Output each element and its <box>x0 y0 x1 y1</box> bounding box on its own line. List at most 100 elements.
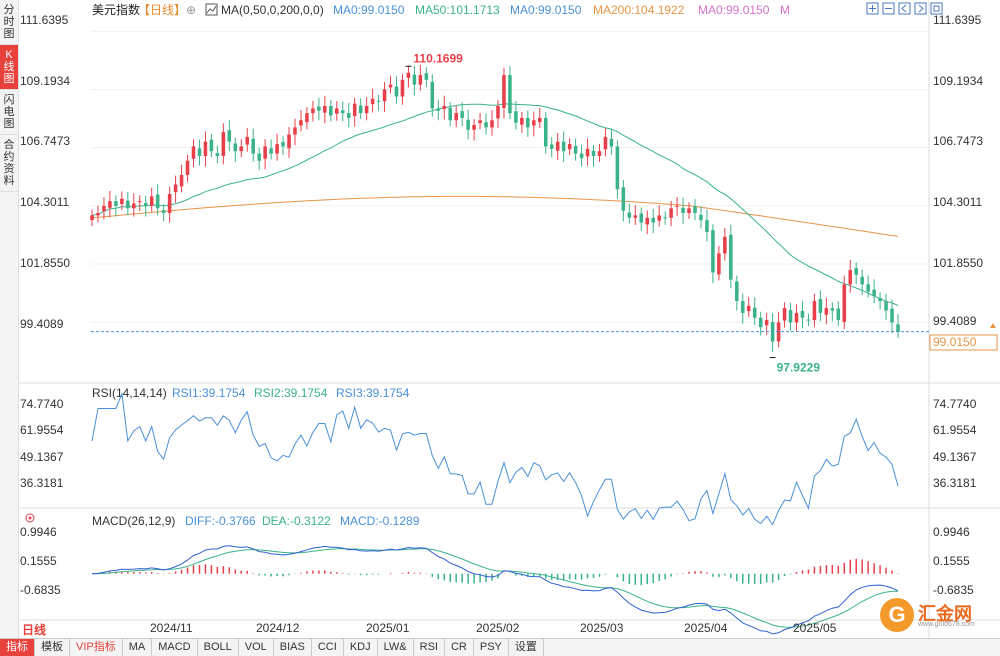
settings-tab[interactable]: 设置 <box>509 639 544 656</box>
candle-body <box>669 208 673 218</box>
indicator-macd[interactable]: MACD <box>152 639 198 656</box>
candle-body <box>221 132 226 156</box>
candle-body <box>329 106 333 116</box>
candle-body <box>800 311 805 318</box>
rsi-tick-right: 49.1367 <box>933 450 977 464</box>
move-left-icon[interactable] <box>898 2 911 15</box>
candle-body <box>532 120 536 126</box>
zoom-in-icon[interactable] <box>866 2 879 15</box>
logo-url: www.gold678.com <box>918 621 975 628</box>
macd-settings-icon[interactable] <box>25 513 35 523</box>
move-right-icon[interactable] <box>914 2 927 15</box>
ma0-value: MA0:99.0150 <box>333 3 405 17</box>
template-tab[interactable]: 模板 <box>35 639 70 656</box>
dea-line <box>92 548 899 628</box>
settings-gear-icon[interactable]: ⊕ <box>186 3 196 17</box>
candle-body <box>185 160 190 175</box>
candle-body <box>514 111 518 123</box>
indicator-tab[interactable]: 指标 <box>0 639 35 656</box>
ma50-value: MA50:101.1713 <box>415 3 500 17</box>
indicator-lw[interactable]: LW& <box>378 639 414 656</box>
candle-body <box>466 119 470 130</box>
candle-body <box>890 308 894 323</box>
indicator-ma[interactable]: MA <box>123 639 153 656</box>
indicator-psy[interactable]: PSY <box>474 639 509 656</box>
fullscreen-icon[interactable] <box>930 2 943 15</box>
candle-body <box>382 89 387 102</box>
rsi-tick-right: 61.9554 <box>933 423 977 437</box>
indicator-rsi[interactable]: RSI <box>414 639 445 656</box>
diff-line <box>91 545 899 635</box>
zoom-out-icon[interactable] <box>882 2 895 15</box>
candle-body <box>275 144 279 154</box>
candle-body <box>120 198 124 204</box>
indicator-kdj[interactable]: KDJ <box>344 639 378 656</box>
indicator-cr[interactable]: CR <box>445 639 474 656</box>
macd-tick-left: -0.6835 <box>20 583 61 597</box>
indicator-boll[interactable]: BOLL <box>198 639 239 656</box>
candle-body <box>699 214 703 221</box>
candle-body <box>370 98 375 105</box>
gold678-logo: G 汇金网 www.gold678.com <box>880 598 994 632</box>
price-tick-right: 104.3011 <box>933 195 982 209</box>
macd-tick-right: 0.1555 <box>933 554 970 568</box>
current-price-arrow-icon <box>990 323 996 328</box>
kline-chart-svg[interactable]: 美元指数 【日线】 ⊕ MA(0,50,0,200,0,0) MA0:99.01… <box>18 0 1000 638</box>
candle-body <box>502 75 506 108</box>
rsi-label: RSI(14,14,14) <box>92 386 167 400</box>
rsi3-value: RSI3:39.1754 <box>336 386 410 400</box>
sidebar-item-timeshare[interactable]: 分时图 <box>0 0 18 45</box>
rsi-tick-left: 61.9554 <box>20 423 64 437</box>
candle-body <box>884 301 888 311</box>
candle-body <box>197 148 202 156</box>
chart-type-icon[interactable] <box>205 3 218 16</box>
candle-body <box>281 142 285 147</box>
macd-value: MACD:-0.1289 <box>340 514 420 528</box>
candle-body <box>555 141 560 151</box>
time-tick: 2024/11 <box>150 621 193 635</box>
candle-body <box>155 194 160 209</box>
price-tick-left: 99.4089 <box>20 317 64 331</box>
candle-body <box>717 253 721 275</box>
candle-body <box>597 151 602 156</box>
sidebar-item-kline[interactable]: K线图 <box>0 45 18 90</box>
chart-area: 美元指数 【日线】 ⊕ MA(0,50,0,200,0,0) MA0:99.01… <box>18 0 1000 638</box>
candle-body <box>149 196 154 206</box>
diff-value: DIFF:-0.3766 <box>185 514 256 528</box>
candle-body <box>209 139 214 152</box>
time-axis: 2024/11 2024/12 2025/01 2025/02 2025/03 … <box>150 621 837 635</box>
candle-body <box>705 220 709 233</box>
candle-body <box>729 234 733 280</box>
current-price-label: 99.0150 <box>933 335 977 349</box>
ma-more: M <box>780 3 790 17</box>
candle-body <box>454 113 458 121</box>
rsi1-value: RSI1:39.1754 <box>172 386 246 400</box>
candle-body <box>263 146 267 159</box>
candle-body <box>358 105 363 114</box>
sidebar-item-flash[interactable]: 闪电图 <box>0 90 18 135</box>
rsi-tick-left: 74.7740 <box>20 397 64 411</box>
ma200-line <box>91 195 899 237</box>
sidebar-item-contract[interactable]: 合约资料 <box>0 135 18 192</box>
price-tick-left: 109.1934 <box>20 74 70 88</box>
period-selector[interactable]: 日线 <box>22 623 47 637</box>
candle-body <box>687 208 691 214</box>
high-label: 110.1699 <box>413 51 463 65</box>
indicator-cci[interactable]: CCI <box>312 639 344 656</box>
price-tick-left: 104.3011 <box>20 195 69 209</box>
candle-body <box>848 270 853 285</box>
indicator-bias[interactable]: BIAS <box>274 639 312 656</box>
time-tick: 2024/12 <box>256 621 300 635</box>
indicator-vol[interactable]: VOL <box>239 639 274 656</box>
macd-tick-right: -0.6835 <box>933 583 974 597</box>
ma-params-label: MA(0,50,0,200,0,0) <box>221 3 324 17</box>
candles <box>90 64 900 353</box>
candle-body <box>400 79 405 97</box>
candle-body <box>794 312 799 323</box>
candle-body <box>711 230 715 273</box>
candle-body <box>872 289 876 297</box>
vip-indicator-tab[interactable]: VIP指标 <box>70 639 123 656</box>
candle-body <box>317 106 321 111</box>
candle-body <box>287 134 291 149</box>
candle-body <box>167 194 172 214</box>
